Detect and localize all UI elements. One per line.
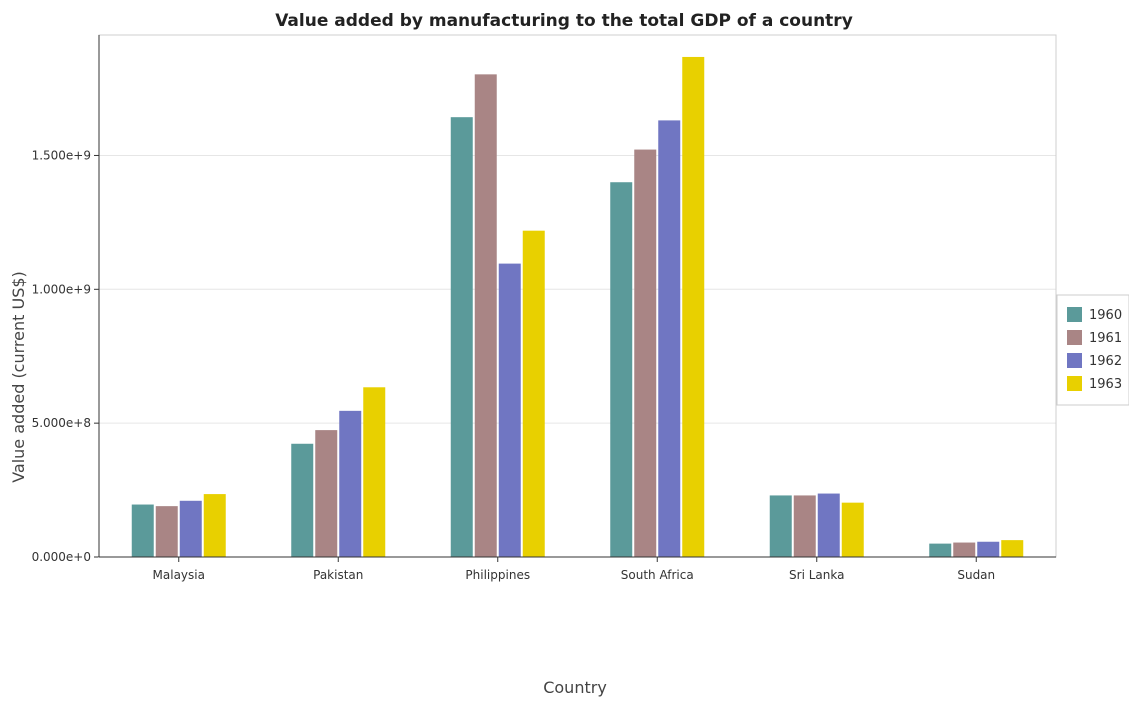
bar-1962-sri-lanka	[817, 493, 840, 557]
legend-swatch	[1067, 353, 1082, 368]
bar-1960-sri-lanka	[769, 495, 792, 557]
x-tick-label: Malaysia	[153, 568, 205, 582]
bar-1963-south-africa	[682, 56, 705, 557]
x-tick-label: Sri Lanka	[789, 568, 844, 582]
bar-1961-philippines	[474, 74, 497, 557]
bar-1963-malaysia	[203, 494, 226, 557]
bar-1962-pakistan	[339, 410, 362, 557]
bar-1960-philippines	[450, 117, 473, 557]
x-tick-label: Philippines	[465, 568, 530, 582]
y-tick-label: 1.500e+9	[32, 148, 91, 162]
bar-1960-south-africa	[610, 182, 633, 557]
legend: 1960 1961 1962 1963	[1056, 294, 1129, 406]
bars	[131, 56, 1024, 557]
bar-1960-malaysia	[131, 504, 154, 557]
plot-background	[99, 35, 1056, 557]
bar-1961-sudan	[953, 542, 976, 557]
bar-1961-south-africa	[634, 149, 657, 557]
bar-1960-sudan	[929, 543, 952, 557]
y-axis-label: Value added (current US$)	[9, 271, 28, 483]
x-axis-label: Country	[543, 678, 607, 697]
bar-1962-south-africa	[658, 120, 681, 557]
legend-swatch	[1067, 376, 1082, 391]
legend-label: 1962	[1089, 354, 1122, 369]
legend-swatch	[1067, 330, 1082, 345]
bar-1961-sri-lanka	[793, 495, 816, 557]
y-tick-label: 5.000e+8	[32, 416, 91, 430]
bar-1963-philippines	[522, 230, 545, 557]
plot-area	[99, 35, 1056, 557]
x-tick-label: South Africa	[621, 568, 694, 582]
bar-1962-malaysia	[179, 500, 202, 557]
x-tick-label: Pakistan	[313, 568, 363, 582]
y-tick-label: 1.000e+9	[32, 282, 91, 296]
legend-swatch	[1067, 307, 1082, 322]
legend-label: 1960	[1089, 308, 1122, 323]
bar-1963-sri-lanka	[841, 502, 864, 557]
bar-1962-philippines	[498, 263, 521, 557]
bar-1961-malaysia	[155, 506, 178, 557]
bar-1962-sudan	[977, 541, 1000, 557]
bar-1963-sudan	[1001, 540, 1024, 557]
bar-1963-pakistan	[363, 387, 386, 557]
bar-1960-pakistan	[291, 443, 314, 557]
legend-label: 1961	[1089, 331, 1122, 346]
bar-1961-pakistan	[315, 430, 338, 557]
legend-label: 1963	[1089, 377, 1122, 392]
y-tick-label: 0.000e+0	[32, 550, 91, 564]
axes: 0.000e+0 5.000e+8 1.000e+9 1.500e+9 Malaysia…	[32, 34, 1057, 582]
chart-title: Value added by manufacturing to the tota…	[275, 11, 853, 31]
x-tick-label: Sudan	[957, 568, 995, 582]
